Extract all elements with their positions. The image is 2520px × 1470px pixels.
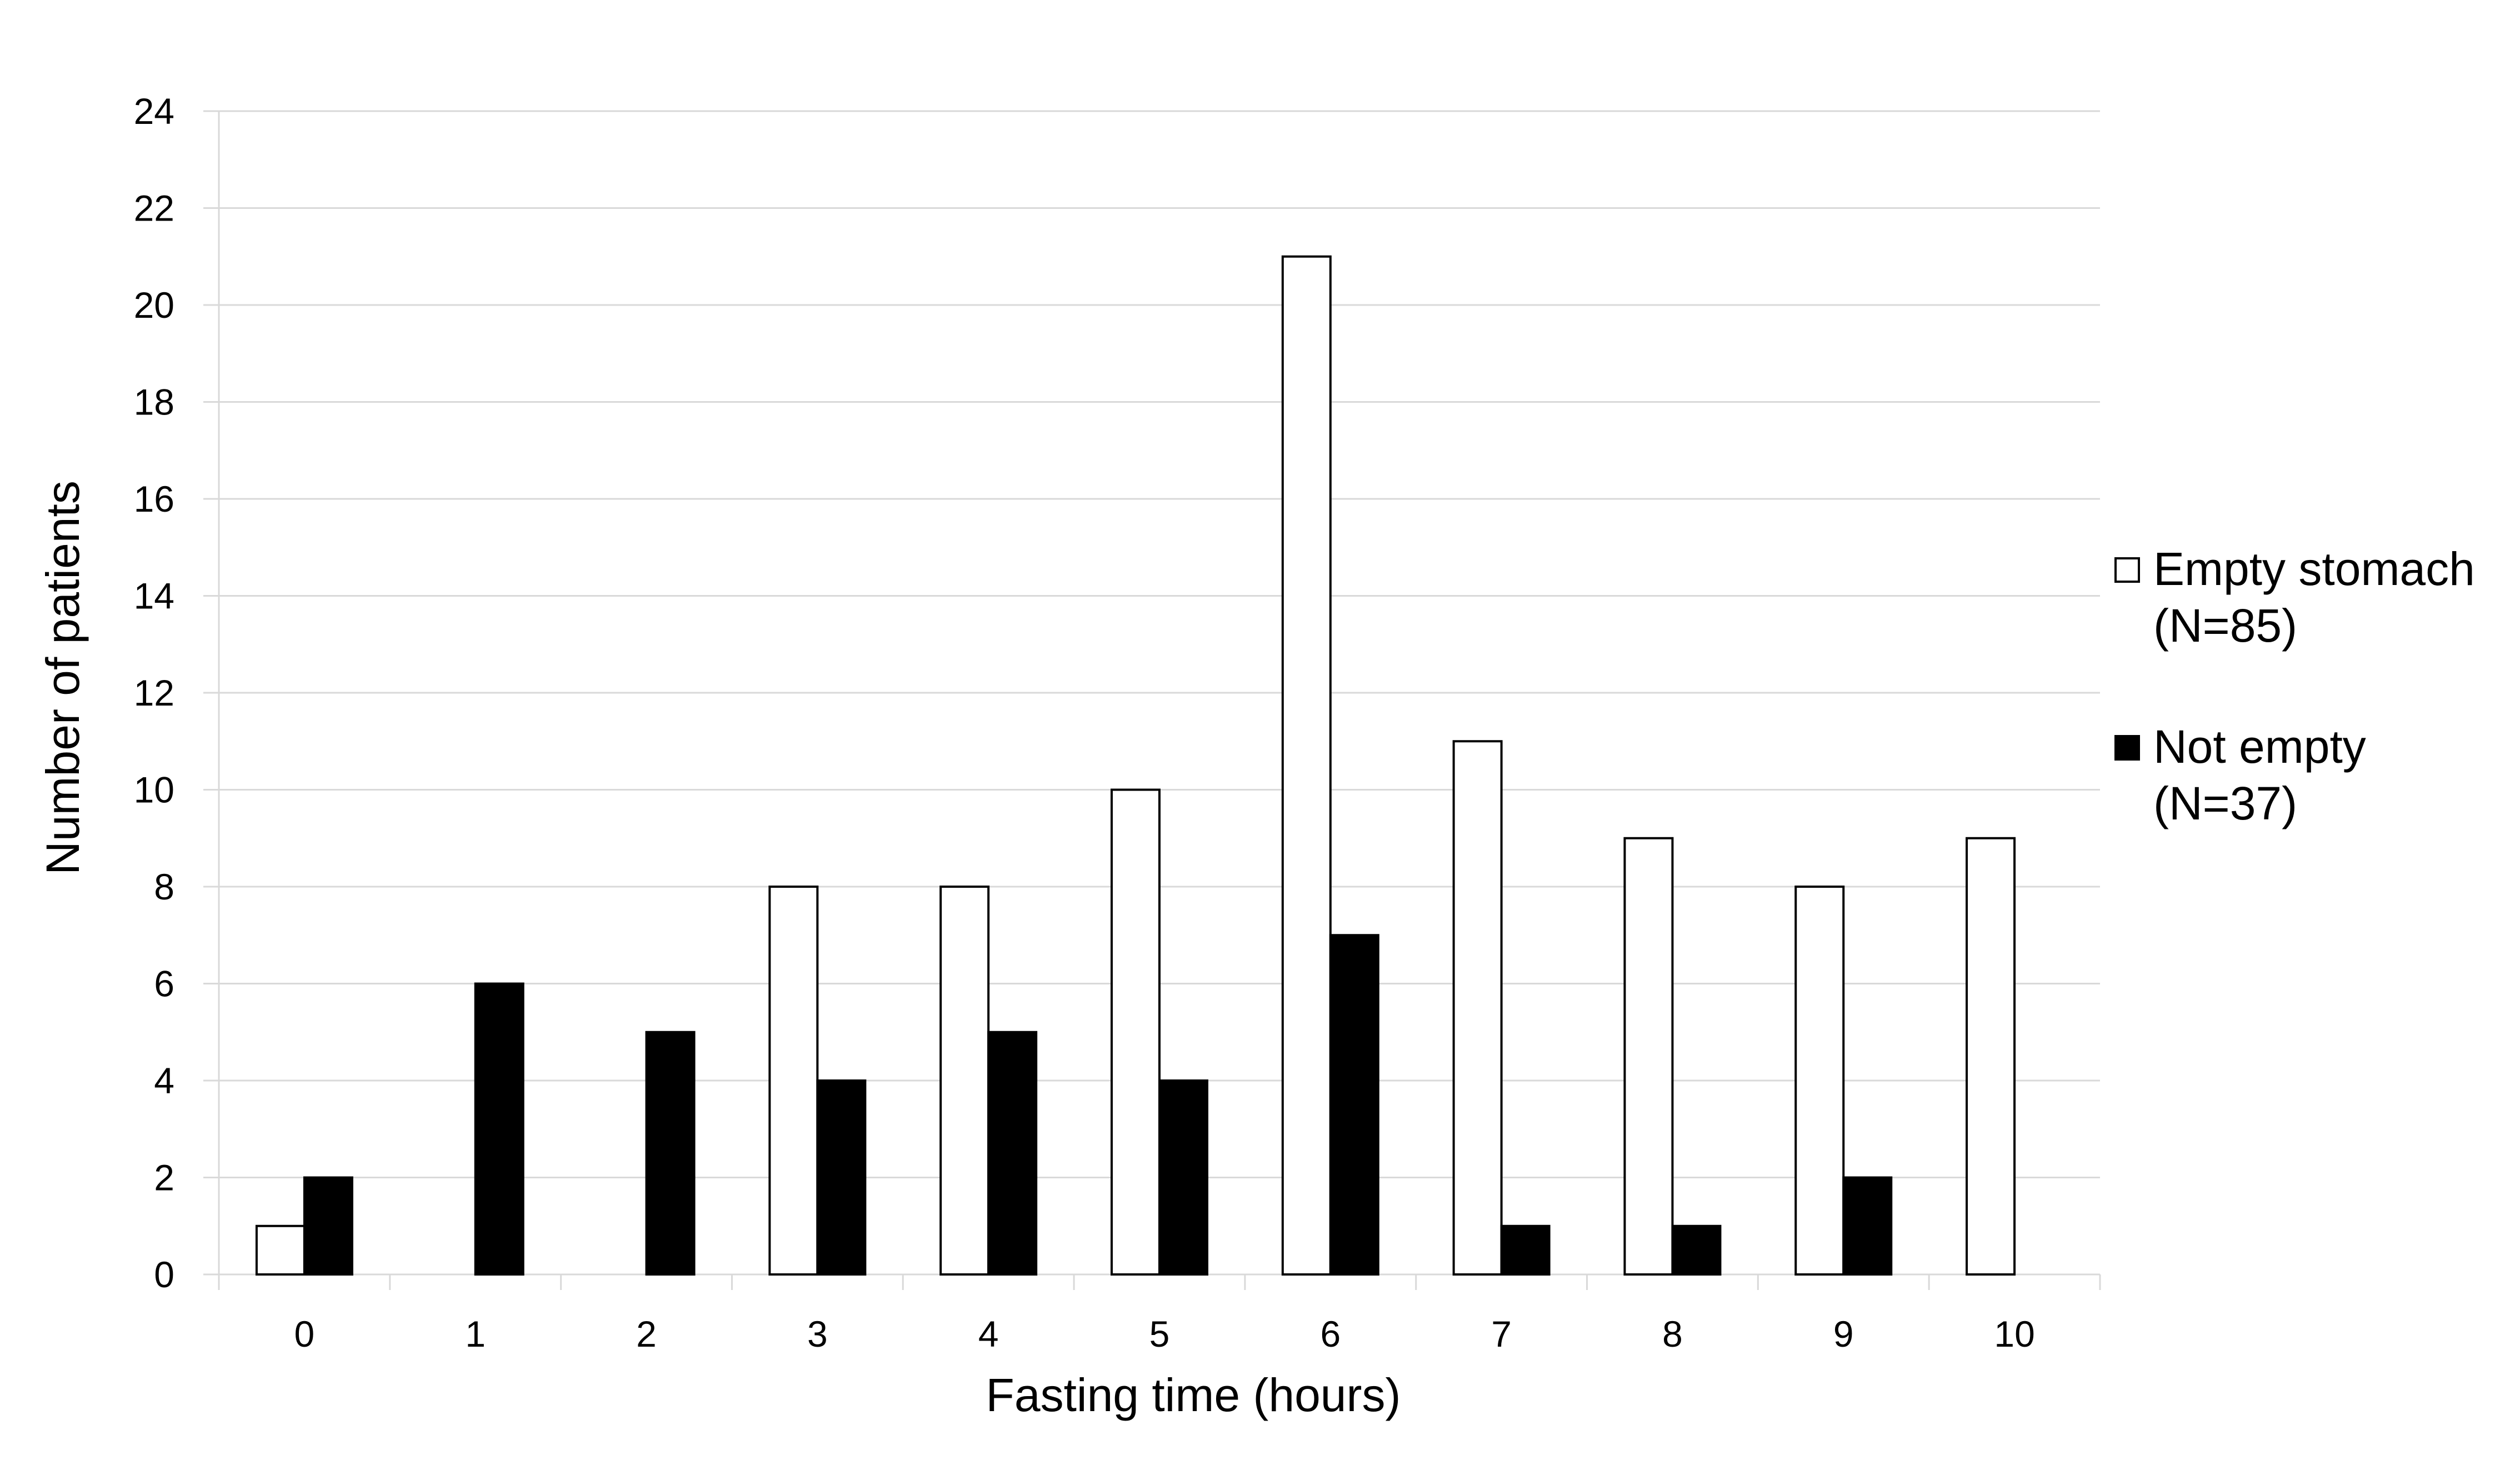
x-tick-label: 6 xyxy=(1320,1313,1341,1354)
bar-not-empty xyxy=(1329,934,1379,1276)
y-tick-label: 24 xyxy=(134,91,174,132)
bar-empty-stomach xyxy=(939,886,990,1276)
bar-empty-stomach xyxy=(1281,255,1332,1276)
y-tick-label: 12 xyxy=(134,672,174,713)
bar-empty-stomach xyxy=(1966,837,2016,1276)
x-tick-label: 2 xyxy=(636,1313,657,1354)
y-tick-label: 14 xyxy=(134,576,174,617)
x-tick-label: 9 xyxy=(1833,1313,1854,1354)
bar-empty-stomach xyxy=(255,1224,306,1276)
bar-empty-stomach xyxy=(768,886,819,1276)
bar-empty-stomach xyxy=(1623,837,1674,1276)
y-tick-label: 22 xyxy=(134,188,174,229)
x-tick-label: 8 xyxy=(1662,1313,1683,1354)
legend-swatch-not-empty xyxy=(2114,735,2140,761)
x-tick-labels: 0 1 2 3 4 5 6 7 8 9 10 xyxy=(294,1313,2035,1354)
x-tick-label: 4 xyxy=(978,1313,999,1354)
bar-empty-stomach xyxy=(1794,886,1845,1276)
bar-not-empty xyxy=(1500,1224,1551,1276)
y-tick-label: 6 xyxy=(154,963,174,1004)
bar-empty-stomach xyxy=(1452,740,1503,1276)
bars xyxy=(255,255,2016,1276)
y-tick-label: 4 xyxy=(154,1060,174,1101)
bar-not-empty xyxy=(987,1031,1038,1276)
bar-not-empty xyxy=(816,1079,867,1276)
y-axis-title: Number of patients xyxy=(37,481,89,875)
x-tick-label: 0 xyxy=(294,1313,315,1354)
bar-not-empty xyxy=(1842,1176,1893,1276)
bar-empty-stomach xyxy=(1111,788,1161,1276)
legend-swatch-empty-stomach xyxy=(2114,557,2140,583)
x-tick-label: 7 xyxy=(1491,1313,1512,1354)
bar-not-empty xyxy=(1671,1224,1722,1276)
legend-count-not-empty: (N=37) xyxy=(2153,777,2297,829)
x-tick-label: 5 xyxy=(1149,1313,1170,1354)
legend: Empty stomach (N=85) Not empty (N=37) xyxy=(2114,543,2475,829)
bar-not-empty xyxy=(1158,1079,1208,1276)
bar-not-empty xyxy=(645,1031,696,1276)
legend-label-not-empty: Not empty xyxy=(2153,721,2366,773)
legend-count-empty-stomach: (N=85) xyxy=(2153,599,2297,652)
y-tick-label: 20 xyxy=(134,284,174,326)
x-tick-label: 3 xyxy=(807,1313,828,1354)
x-tick-label: 10 xyxy=(1994,1313,2034,1354)
y-tick-label: 16 xyxy=(134,478,174,519)
bar-not-empty xyxy=(303,1176,353,1276)
y-tick-label: 8 xyxy=(154,866,174,907)
y-tick-label: 0 xyxy=(154,1254,174,1295)
bar-not-empty xyxy=(474,982,524,1276)
legend-label-empty-stomach: Empty stomach xyxy=(2153,543,2475,595)
y-tick-label: 2 xyxy=(154,1157,174,1198)
x-axis-title: Fasting time (hours) xyxy=(986,1369,1401,1421)
x-tick-label: 1 xyxy=(465,1313,486,1354)
y-tick-label: 18 xyxy=(134,382,174,423)
y-tick-label: 10 xyxy=(134,769,174,811)
